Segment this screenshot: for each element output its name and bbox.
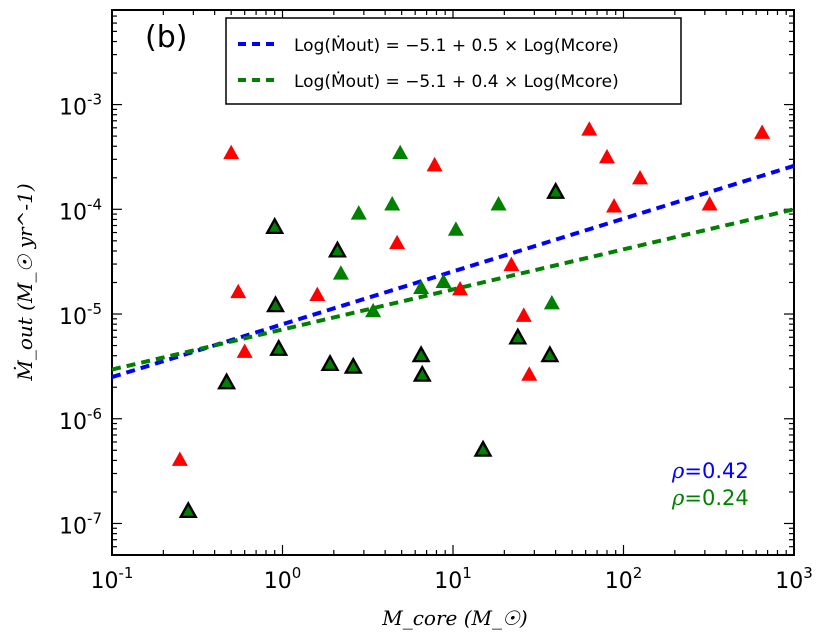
data-points [171,121,771,519]
fit-line-1 [111,207,795,372]
green-outlined-point [324,358,336,369]
x-tick-label: 101 [434,564,472,594]
red-point [515,307,532,322]
y-tick-label: 10-6 [59,405,102,435]
green-point [447,221,464,236]
x-tick-label: 100 [264,564,302,594]
tick-base: 10 [775,569,803,594]
x-axis-label: M_core (M_☉) [381,606,528,630]
red-point [452,280,469,296]
green-outlined-point [221,377,233,388]
red-point [581,121,598,136]
y-tick-label: 10-7 [59,509,102,539]
red-point [754,124,771,139]
green-outlined-point [269,221,281,232]
x-tick-label: 10-1 [91,564,134,594]
tick-exponent: 2 [633,564,643,582]
green-outlined-point [544,350,556,360]
red-point [236,343,253,358]
rho-value-blue: =0.42 [684,459,748,483]
tick-base: 10 [59,410,87,435]
red-point [223,144,240,160]
y-axis-label: Ṁ_out (M_☉ yr^-1) [13,183,37,381]
red-point [632,169,649,185]
green-point [543,294,560,310]
panel-label: (b) [145,20,187,55]
y-tick-label: 10-5 [59,300,102,330]
red-point [598,148,615,164]
tick-base: 10 [59,305,87,330]
tick-exponent: -1 [119,564,134,582]
tick-exponent: -5 [87,300,102,318]
green-outlined-point [347,361,359,372]
tick-exponent: -7 [87,509,102,527]
red-point [389,234,406,250]
green-point [365,302,382,318]
green-outlined-point [182,505,194,516]
legend-label-green: Log(Ṁout) = −5.1 + 0.4 × Log(Mcore) [294,71,619,92]
legend: Log(Ṁout) = −5.1 + 0.5 × Log(Mcore) Log(… [225,17,682,105]
red-point [521,366,538,381]
rho-value-green: =0.24 [684,486,748,510]
y-tick-label: 10-4 [59,195,102,225]
red-point [230,283,247,299]
green-outlined-point [273,343,285,354]
green-point [435,273,452,288]
tick-exponent: -6 [87,405,102,423]
x-tick-label: 103 [775,564,813,594]
green-point [413,279,430,295]
legend-box [225,17,682,105]
green-point [350,205,367,220]
tick-base: 10 [59,96,87,121]
green-point [384,196,401,211]
correlation-blue: ρ=0.42 [671,459,749,483]
tick-base: 10 [605,569,633,594]
green-point [490,196,507,211]
green-outlined-point [416,369,428,380]
tick-base: 10 [264,569,292,594]
green-outlined-point [477,444,489,455]
x-tick-label: 102 [605,564,643,594]
rho-symbol-green: ρ [671,486,685,510]
tick-exponent: 1 [462,564,472,582]
red-point [606,198,623,213]
red-point [503,256,520,272]
tick-exponent: 0 [292,564,302,582]
tick-base: 10 [59,200,87,225]
green-point [332,265,349,280]
red-point [309,286,326,302]
legend-label-blue: Log(Ṁout) = −5.1 + 0.5 × Log(Mcore) [294,35,619,56]
green-point [392,144,409,160]
rho-symbol-blue: ρ [671,459,685,483]
correlation-green: ρ=0.24 [671,486,749,510]
tick-base: 10 [434,569,462,594]
red-point [426,156,443,172]
green-outlined-point [512,332,524,343]
green-outlined-point [550,186,562,197]
y-tick-label: 10-3 [59,91,102,121]
tick-base: 10 [59,514,87,539]
red-point [171,451,188,466]
tick-exponent: -4 [87,195,102,213]
green-outlined-point [270,300,282,310]
tick-exponent: -3 [87,91,102,109]
green-outlined-point [415,350,427,360]
fit-lines [111,163,795,379]
red-point [701,196,718,211]
tick-exponent: 3 [803,564,813,582]
tick-base: 10 [91,569,119,594]
green-outlined-point [331,245,343,256]
